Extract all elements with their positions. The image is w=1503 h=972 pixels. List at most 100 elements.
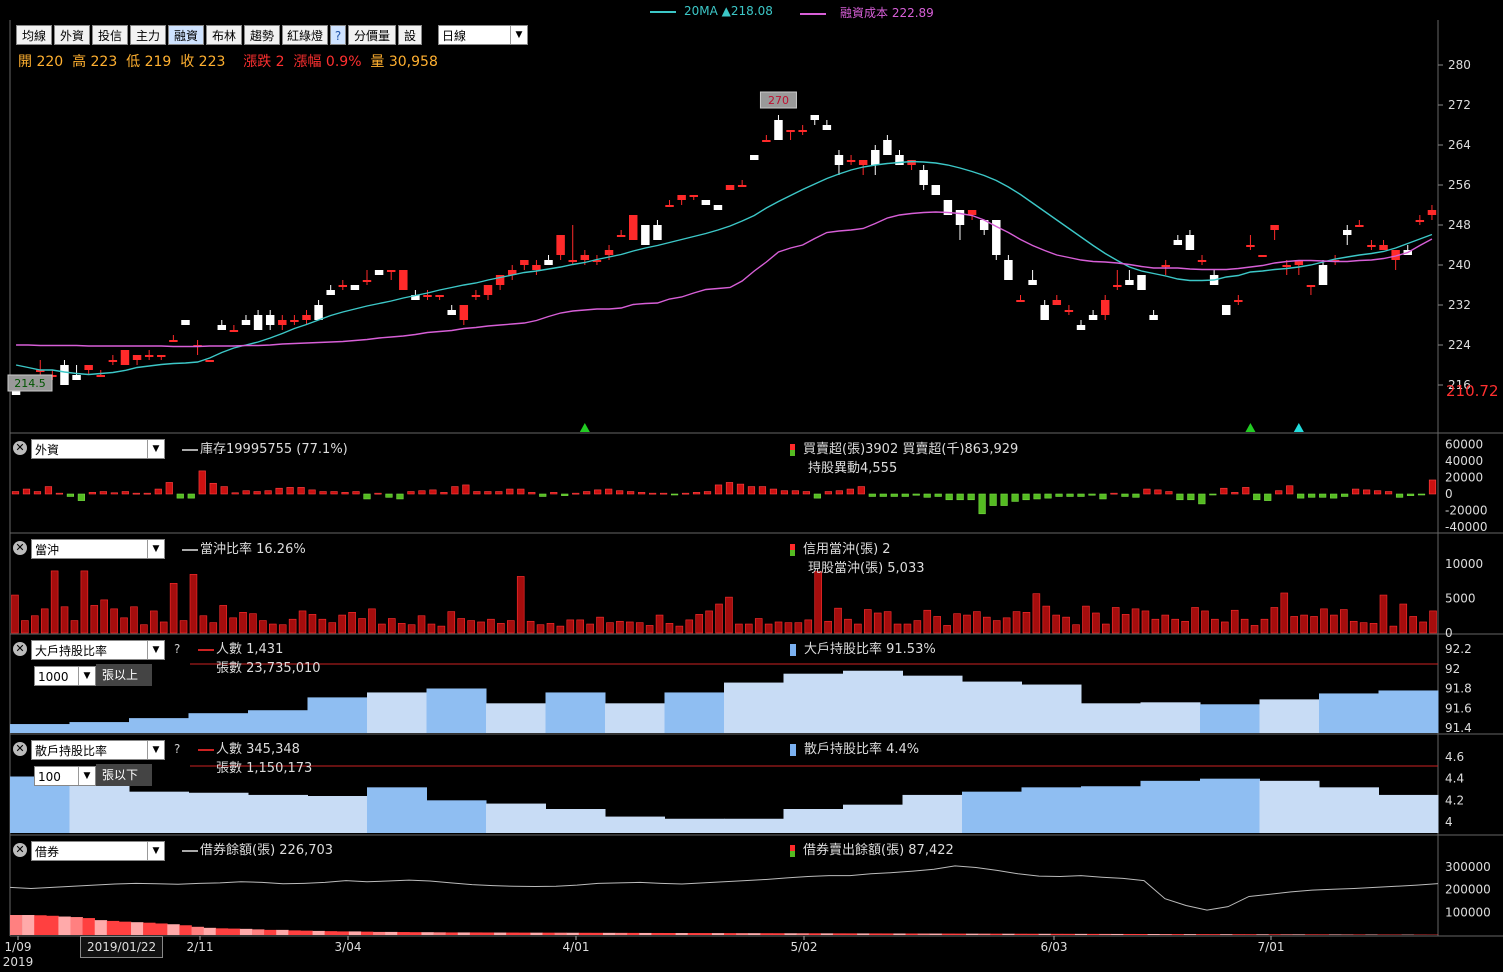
lending-sold-bar bbox=[530, 932, 543, 935]
toolbar-btn-bollinger[interactable]: 布林 bbox=[206, 25, 242, 45]
foreign-net-bar bbox=[429, 489, 437, 495]
bigholder-area bbox=[367, 692, 427, 733]
foreign-net-bar bbox=[1209, 493, 1217, 496]
lending-panel-select[interactable]: 借券 ▼ bbox=[31, 841, 165, 861]
price-tick-label: 240 bbox=[1448, 258, 1471, 272]
candle-body bbox=[810, 115, 819, 120]
candle-body bbox=[217, 325, 227, 330]
smallholder-level-select[interactable]: 100 ▼ bbox=[34, 766, 96, 786]
smallholder-panel-select[interactable]: 散戶持股比率 ▼ bbox=[31, 740, 165, 760]
quote-low: 低 219 bbox=[126, 54, 172, 70]
foreign-net-bar bbox=[374, 492, 382, 495]
candle-body bbox=[290, 320, 299, 322]
bigholder-shares-label: 張數 23,735,010 bbox=[216, 661, 321, 676]
daytrade-bar bbox=[1221, 621, 1229, 634]
candle-body bbox=[471, 295, 481, 297]
daytrade-bar bbox=[1389, 625, 1398, 634]
lending-sold-bar bbox=[820, 933, 834, 935]
lending-sold-bar bbox=[82, 918, 96, 935]
foreign-net-bar bbox=[572, 492, 580, 495]
daytrade-bar bbox=[586, 623, 594, 634]
foreign-net-bar bbox=[1033, 493, 1041, 500]
lending-sold-bar bbox=[699, 933, 713, 935]
foreign-net-bar bbox=[824, 491, 832, 495]
candle-body bbox=[84, 365, 93, 370]
daytrade-bar bbox=[140, 624, 148, 634]
lending-sold-bar bbox=[215, 928, 229, 935]
lending-sold-text: 借券賣出餘額(張) 87,422 bbox=[803, 843, 954, 858]
daytrade-bar bbox=[40, 608, 49, 634]
candle-body bbox=[1282, 265, 1291, 267]
close-icon[interactable]: ✕ bbox=[13, 541, 27, 555]
help-icon[interactable]: ? bbox=[174, 742, 181, 756]
daytrade-bar bbox=[397, 623, 406, 634]
daytrade-panel-select[interactable]: 當沖 ▼ bbox=[31, 539, 165, 559]
price-tick-label: 248 bbox=[1448, 218, 1471, 232]
daytrade-bar bbox=[507, 620, 515, 634]
toolbar-btn-margin[interactable]: 融資 bbox=[168, 25, 204, 45]
candle-body bbox=[1427, 210, 1437, 215]
help-icon[interactable]: ? bbox=[174, 642, 181, 656]
price-tick-label: 272 bbox=[1448, 98, 1471, 112]
candle-body bbox=[544, 260, 553, 265]
lending-sold-bar bbox=[118, 921, 132, 935]
toolbar-btn-foreign[interactable]: 外資 bbox=[54, 25, 90, 45]
toolbar-btn-major[interactable]: 主力 bbox=[130, 25, 166, 45]
toolbar-btn-ma[interactable]: 均線 bbox=[16, 25, 52, 45]
toolbar-btn-settings[interactable]: 設 bbox=[398, 25, 422, 45]
current-price-label: 210.72 bbox=[1446, 382, 1499, 400]
candle-body bbox=[374, 270, 384, 275]
daytrade-bar bbox=[229, 617, 237, 634]
toolbar-btn-price-volume[interactable]: 分價量 bbox=[348, 25, 396, 45]
foreign-net-bar bbox=[616, 490, 624, 495]
toolbar-btn-traffic[interactable]: 紅綠燈 bbox=[282, 25, 328, 45]
daytrade-bar bbox=[1062, 616, 1070, 634]
bigholder-panel-select[interactable]: 大戶持股比率 ▼ bbox=[31, 640, 165, 660]
daytrade-bar bbox=[219, 605, 227, 634]
lending-sold-bar bbox=[639, 932, 652, 935]
daytrade-bar bbox=[199, 615, 208, 634]
lending-sold-bar bbox=[929, 933, 943, 935]
bigholder-level-select[interactable]: 1000 ▼ bbox=[34, 666, 96, 686]
toolbar-btn-trend[interactable]: 趨勢 bbox=[244, 25, 280, 45]
daytrade-bar bbox=[1191, 607, 1199, 634]
candle-body bbox=[1391, 250, 1400, 260]
daytrade-bar bbox=[774, 621, 783, 634]
period-select[interactable]: 日線 ▼ bbox=[438, 25, 528, 45]
smallholder-area bbox=[1319, 787, 1379, 833]
lending-sold-bar bbox=[905, 933, 918, 935]
lending-sold-bar bbox=[615, 932, 628, 935]
foreign-panel-select[interactable]: 外資 ▼ bbox=[31, 439, 165, 459]
close-icon[interactable]: ✕ bbox=[13, 441, 27, 455]
daytrade-bar bbox=[566, 619, 575, 634]
price-tick-label: 232 bbox=[1448, 298, 1471, 312]
foreign-net-bar bbox=[605, 488, 613, 495]
daytrade-bar bbox=[1131, 608, 1140, 634]
legend-ma20-label: 20MA ▲218.08 bbox=[684, 4, 773, 18]
close-icon[interactable]: ✕ bbox=[13, 642, 27, 656]
bigholder-people-label: 人數 1,431 bbox=[198, 638, 283, 657]
bigholder-area bbox=[69, 722, 130, 733]
close-icon[interactable]: ✕ bbox=[13, 742, 27, 756]
daytrade-bar bbox=[526, 620, 535, 634]
bigholder-area bbox=[248, 710, 308, 733]
daytrade-bar bbox=[1111, 607, 1120, 634]
candle-body bbox=[169, 340, 178, 342]
gray-line-icon bbox=[182, 849, 198, 852]
close-icon[interactable]: ✕ bbox=[13, 843, 27, 857]
daytrade-bar bbox=[1042, 605, 1051, 634]
lending-sold-bar bbox=[1050, 933, 1064, 935]
toolbar-btn-help[interactable]: ? bbox=[330, 25, 346, 45]
foreign-net-bar bbox=[363, 493, 371, 500]
lending-sold-bar bbox=[893, 933, 906, 935]
foreign-net-bar bbox=[396, 493, 404, 500]
foreign-net-bar bbox=[132, 492, 140, 495]
daytrade-bar bbox=[1320, 608, 1328, 634]
foreign-net-bar bbox=[110, 492, 118, 495]
candle-body bbox=[1379, 245, 1388, 250]
foreign-net-bar bbox=[1330, 493, 1338, 499]
foreign-net-bar bbox=[77, 493, 85, 501]
daytrade-bar bbox=[983, 616, 991, 634]
candle-body bbox=[1258, 255, 1267, 257]
toolbar-btn-trust[interactable]: 投信 bbox=[92, 25, 128, 45]
